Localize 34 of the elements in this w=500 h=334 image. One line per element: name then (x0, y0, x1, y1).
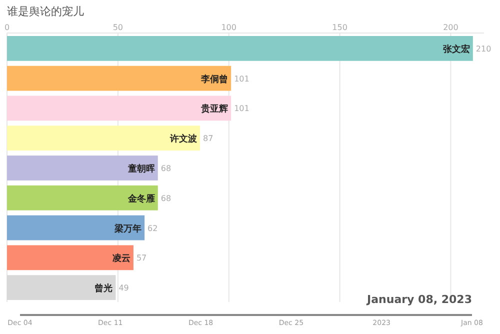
y-tick-label: 曾光 (94, 283, 113, 294)
y-tick-label: 凌云 (112, 253, 130, 264)
bar (7, 275, 116, 300)
y-tick-label: 童朝晖 (126, 164, 155, 174)
data-label: 62 (148, 224, 158, 233)
data-label: 101 (234, 104, 250, 114)
y-tick-label: 张文宏 (442, 44, 470, 55)
data-label: 101 (234, 74, 250, 84)
bar (7, 245, 134, 270)
bar (7, 126, 200, 151)
annotation: January 08, 2023 (366, 293, 472, 306)
bar (7, 66, 232, 91)
bar (7, 36, 473, 61)
y-tick-label: 金冬雁 (126, 193, 155, 204)
y-tick-label: 许文波 (169, 134, 198, 145)
data-label: 87 (203, 134, 214, 144)
data-label: 49 (118, 284, 129, 293)
y-tick-label: 李侗曾 (200, 74, 228, 85)
data-label: 68 (160, 164, 172, 173)
bar (7, 96, 232, 121)
data-label: 68 (160, 194, 172, 203)
x-tick-label: 150 (332, 23, 348, 32)
x-tick-label: 50 (112, 23, 124, 32)
y-tick-label: 梁万年 (114, 223, 142, 234)
bar (7, 185, 158, 210)
x-tick-label: 0 (4, 23, 10, 32)
bar (7, 215, 145, 240)
y-tick-label: 贵亚辉 (200, 104, 228, 115)
data-label: 57 (136, 254, 147, 263)
x-tick-label: 200 (443, 23, 458, 32)
data-label: 210 (476, 44, 492, 54)
bar (7, 156, 158, 180)
chart-title: 谁是舆论的宠儿 (7, 5, 84, 18)
x-tick-label: 100 (221, 23, 236, 32)
